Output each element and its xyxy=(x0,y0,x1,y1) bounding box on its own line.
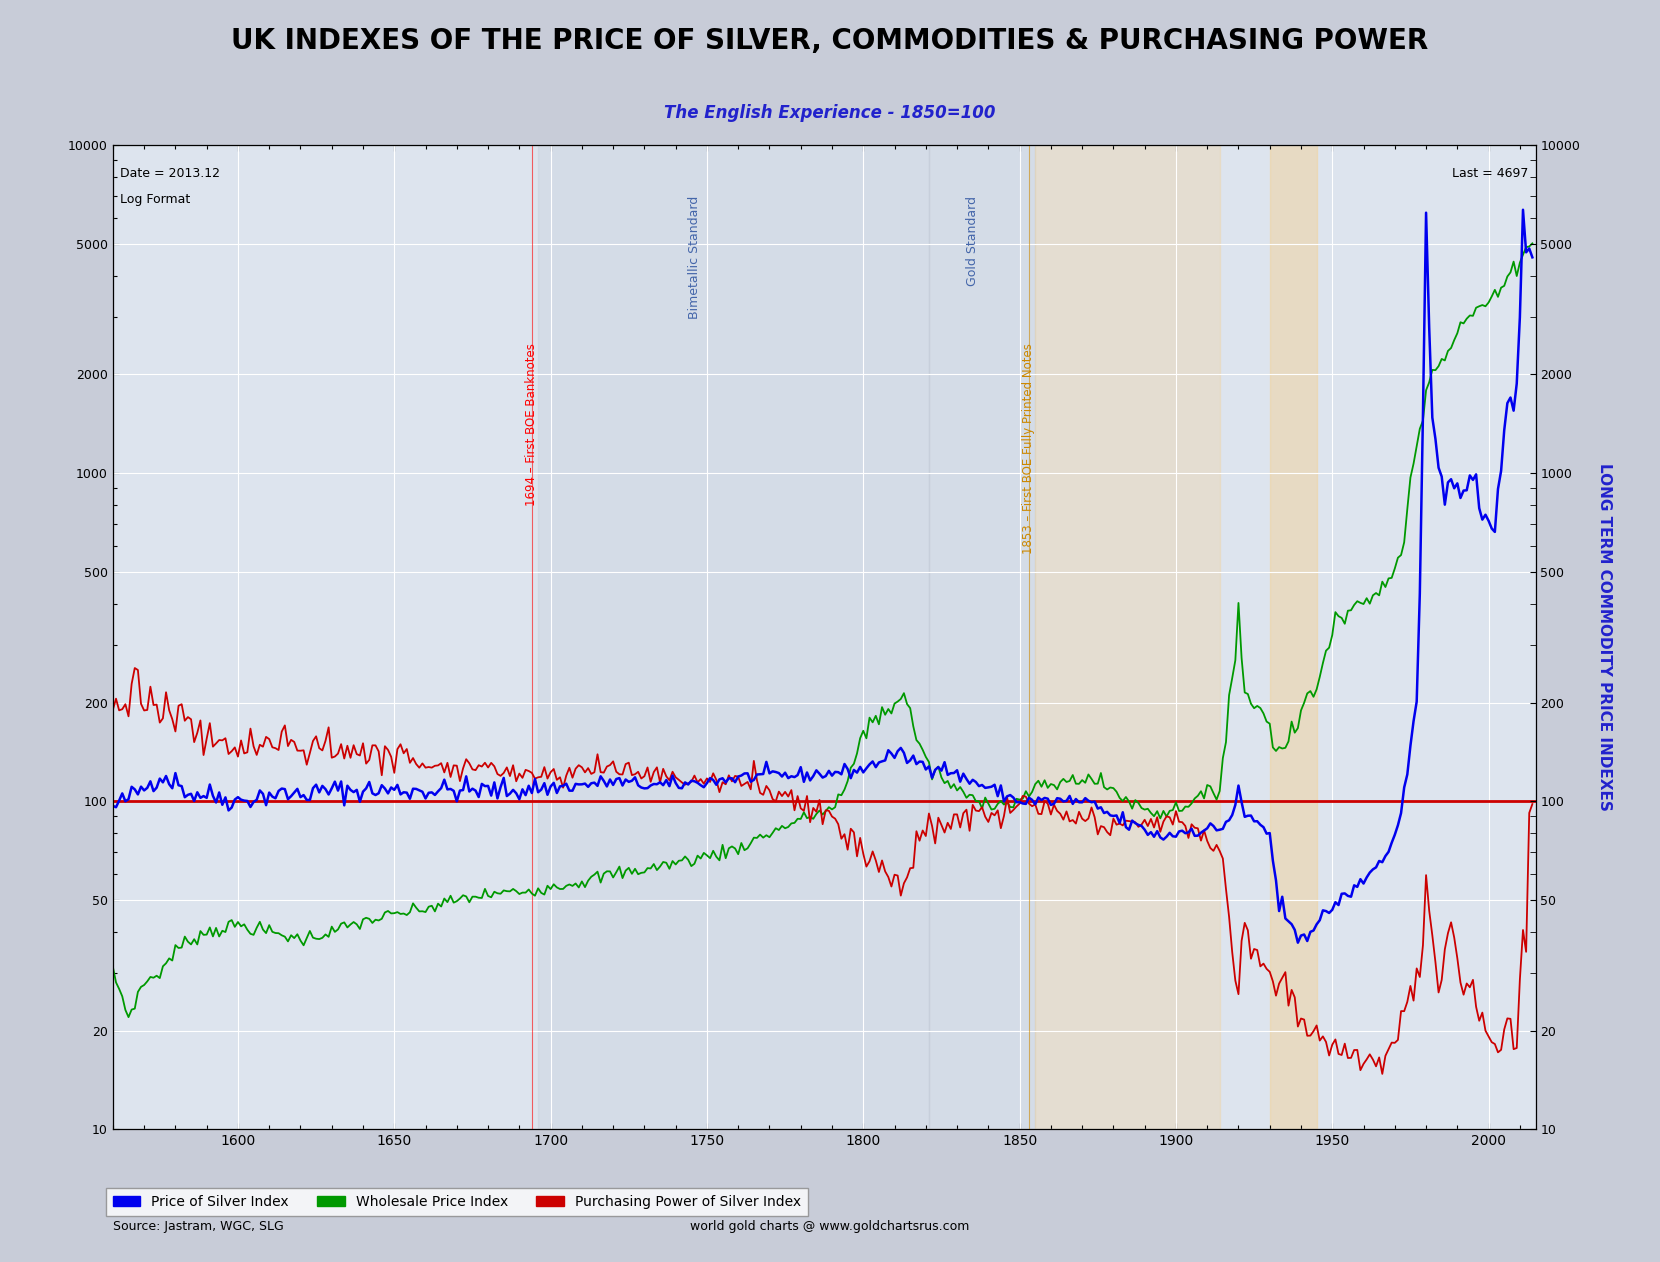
Bar xyxy=(1036,145,1220,1129)
Text: 1853 – First BOE Fully Printed Notes: 1853 – First BOE Fully Printed Notes xyxy=(1023,343,1036,554)
Legend: Price of Silver Index, Wholesale Price Index, Purchasing Power of Silver Index: Price of Silver Index, Wholesale Price I… xyxy=(106,1188,808,1217)
Text: Last = 4697: Last = 4697 xyxy=(1452,167,1529,179)
Bar xyxy=(930,145,1036,1129)
Bar xyxy=(1270,145,1316,1129)
Text: The English Experience - 1850=100: The English Experience - 1850=100 xyxy=(664,105,996,122)
Text: UK INDEXES OF THE PRICE OF SILVER, COMMODITIES & PURCHASING POWER: UK INDEXES OF THE PRICE OF SILVER, COMMO… xyxy=(231,28,1429,56)
Bar xyxy=(538,145,930,1129)
Text: Gold Standard: Gold Standard xyxy=(966,196,979,286)
Text: Log Format: Log Format xyxy=(120,193,191,207)
Text: world gold charts @ www.goldchartsrus.com: world gold charts @ www.goldchartsrus.co… xyxy=(691,1220,969,1233)
Text: Bimetallic Standard: Bimetallic Standard xyxy=(687,196,701,319)
Y-axis label: LONG TERM COMMODITY PRICE INDEXES: LONG TERM COMMODITY PRICE INDEXES xyxy=(1597,463,1612,811)
Text: 1694 – First BOE Banknotes: 1694 – First BOE Banknotes xyxy=(525,343,538,506)
Text: Date = 2013.12: Date = 2013.12 xyxy=(120,167,221,179)
Text: Source: Jastram, WGC, SLG: Source: Jastram, WGC, SLG xyxy=(113,1220,284,1233)
